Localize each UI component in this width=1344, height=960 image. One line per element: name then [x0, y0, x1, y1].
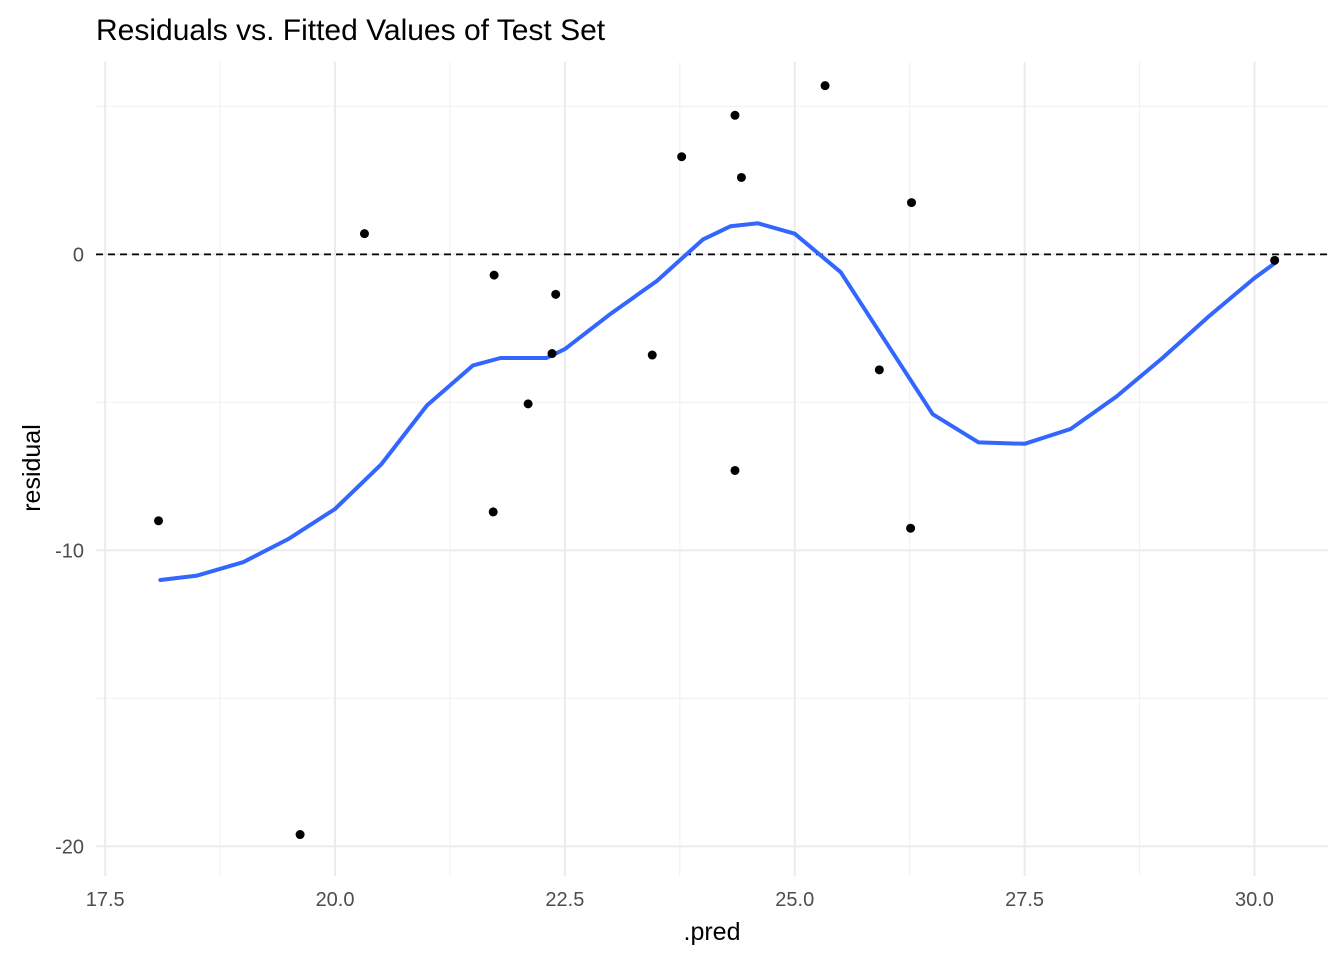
- data-point: [1270, 255, 1280, 265]
- data-point: [677, 152, 687, 162]
- data-point: [295, 830, 305, 840]
- loess-curve: [158, 221, 1277, 582]
- major-gridlines: [96, 62, 1328, 876]
- y-tick-labels: -20 -10 0: [55, 244, 84, 858]
- y-tick-label: -20: [55, 836, 84, 858]
- x-tick-label: 20.0: [316, 889, 355, 911]
- data-point: [874, 365, 884, 375]
- data-point: [359, 229, 369, 239]
- data-point: [154, 516, 164, 526]
- data-point: [736, 172, 746, 182]
- data-point: [489, 270, 499, 280]
- x-tick-label: 25.0: [775, 889, 814, 911]
- data-point: [730, 465, 740, 475]
- minor-gridlines: [96, 62, 1328, 876]
- x-tick-label: 30.0: [1235, 889, 1274, 911]
- data-points: [154, 81, 1280, 840]
- data-point: [547, 349, 557, 359]
- data-point: [551, 289, 561, 299]
- x-tick-label: 17.5: [86, 889, 125, 911]
- chart-title: Residuals vs. Fitted Values of Test Set: [96, 14, 606, 47]
- x-tick-label: 22.5: [545, 889, 584, 911]
- data-point: [730, 110, 740, 120]
- data-point: [906, 523, 916, 533]
- smooth-trend-line: [158, 221, 1277, 582]
- data-point: [820, 81, 830, 91]
- x-axis-title: .pred: [684, 918, 741, 946]
- y-axis-title: residual: [18, 424, 46, 512]
- data-point: [647, 350, 657, 360]
- data-point: [488, 507, 498, 517]
- x-tick-labels: 17.5 20.0 22.5 25.0 27.5 30.0: [86, 889, 1274, 911]
- data-point: [907, 198, 917, 208]
- x-tick-label: 27.5: [1005, 889, 1044, 911]
- data-point: [523, 399, 533, 409]
- y-tick-label: 0: [73, 244, 84, 266]
- y-tick-label: -10: [55, 540, 84, 562]
